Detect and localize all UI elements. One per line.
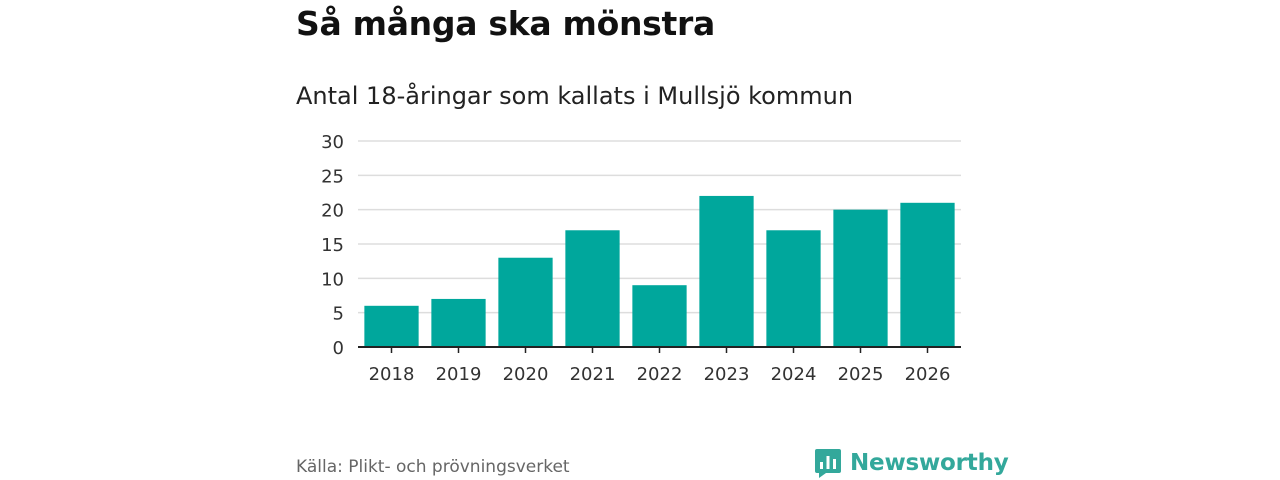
y-tick-label: 30 bbox=[321, 132, 344, 153]
y-tick-label: 20 bbox=[321, 201, 344, 222]
x-tick-label: 2025 bbox=[838, 364, 884, 385]
bar bbox=[766, 230, 821, 347]
y-tick-label: 25 bbox=[321, 166, 344, 187]
y-tick-label: 0 bbox=[333, 338, 344, 359]
x-tick-label: 2022 bbox=[637, 364, 683, 385]
x-tick-label: 2021 bbox=[570, 364, 616, 385]
x-tick-label: 2018 bbox=[369, 364, 415, 385]
brand-logo: Newsworthy bbox=[814, 446, 1009, 480]
brand-name: Newsworthy bbox=[850, 450, 1009, 476]
bar bbox=[632, 285, 687, 347]
bar bbox=[565, 230, 620, 347]
y-tick-label: 5 bbox=[333, 304, 344, 325]
y-tick-label: 10 bbox=[321, 269, 344, 290]
source-note: Källa: Plikt- och prövningsverket bbox=[296, 457, 570, 477]
bar-chart-logo-icon bbox=[815, 449, 841, 478]
bar bbox=[431, 298, 486, 347]
x-tick-label: 2020 bbox=[503, 364, 549, 385]
chart-subtitle: Antal 18-åringar som kallats i Mullsjö k… bbox=[296, 82, 854, 110]
x-tick-label: 2026 bbox=[905, 364, 951, 385]
bar bbox=[699, 195, 754, 347]
bar bbox=[833, 209, 888, 347]
bar bbox=[364, 305, 419, 347]
x-tick-label: 2024 bbox=[771, 364, 817, 385]
x-tick-label: 2023 bbox=[704, 364, 750, 385]
y-tick-label: 15 bbox=[321, 235, 344, 256]
page-title: Så många ska mönstra bbox=[296, 4, 715, 43]
bar bbox=[900, 202, 955, 347]
x-tick-label: 2019 bbox=[436, 364, 482, 385]
bar bbox=[498, 257, 553, 347]
